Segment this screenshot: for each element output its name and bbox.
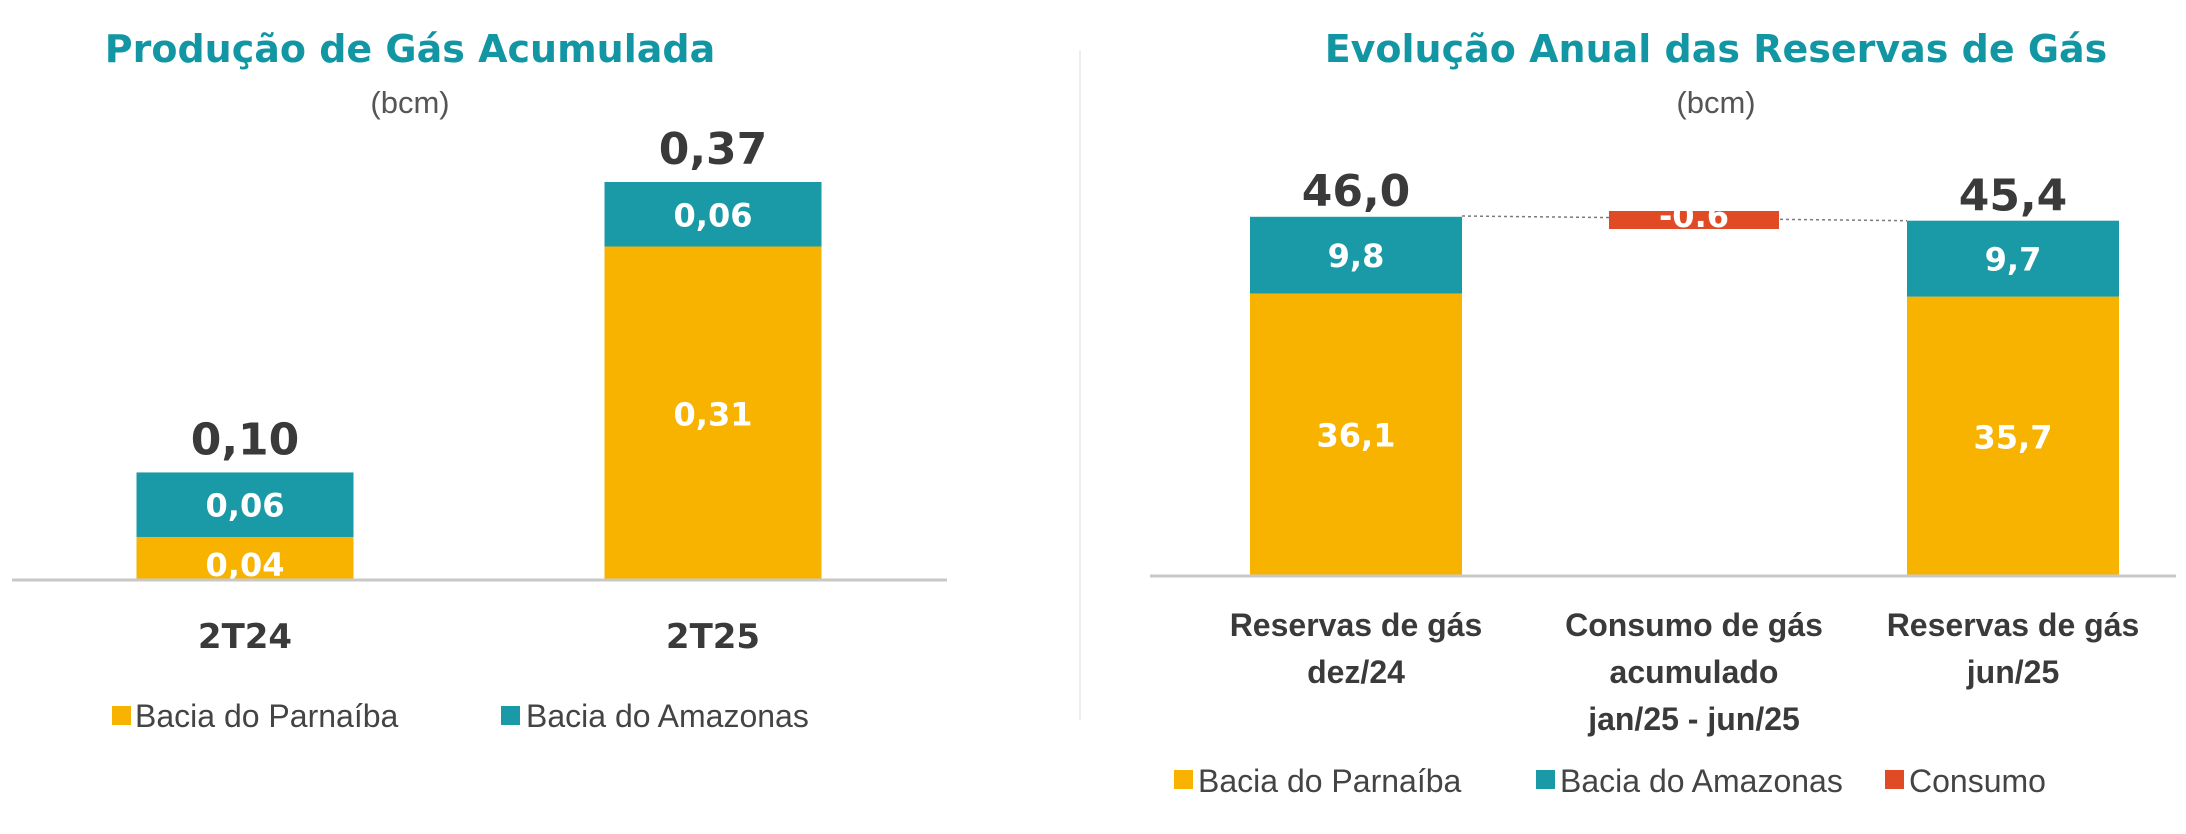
category-label: 2T24 bbox=[198, 617, 292, 657]
category-label: acumulado bbox=[1610, 654, 1779, 690]
consumo-bar bbox=[1609, 211, 1779, 229]
data-label: 36,1 bbox=[1317, 417, 1396, 455]
right-legend: Bacia do Parnaíba Bacia do Amazonas Cons… bbox=[1174, 763, 2046, 799]
total-label: 0,10 bbox=[191, 414, 300, 465]
right-chart-categories: Reservas de gás dez/24 Consumo de gás acumu… bbox=[1230, 607, 2140, 737]
total-label: 45,4 bbox=[1959, 171, 2068, 222]
category-label: Consumo de gás bbox=[1565, 607, 1823, 643]
bar-segment bbox=[1907, 220, 2119, 297]
bar-segment bbox=[604, 246, 822, 581]
legend-swatch-amazonas bbox=[501, 706, 520, 725]
left-chart-unit: (bcm) bbox=[370, 85, 449, 120]
legend-label-amazonas: Bacia do Amazonas bbox=[1560, 763, 1843, 799]
bar-segment bbox=[1250, 293, 1462, 576]
bar-segment bbox=[604, 182, 822, 247]
legend-swatch-consumo bbox=[1885, 770, 1904, 789]
right-chart-marks: 36,1 9,8 46,0 35,7 9,7 45,4 -0.6 bbox=[1250, 166, 2119, 576]
bar-segment bbox=[136, 472, 354, 537]
category-label: jun/25 bbox=[1966, 654, 2059, 690]
category-label: jan/25 - jun/25 bbox=[1587, 701, 1800, 737]
bar-segment bbox=[1250, 216, 1462, 294]
legend-label-parnaiba: Bacia do Parnaíba bbox=[135, 698, 399, 734]
data-label: 35,7 bbox=[1974, 418, 2053, 456]
left-chart-title: Produção de Gás Acumulada bbox=[105, 27, 716, 71]
left-chart-categories: 2T24 2T25 bbox=[198, 617, 760, 657]
legend-swatch-amazonas bbox=[1536, 770, 1555, 789]
data-label: 0,04 bbox=[206, 546, 285, 584]
bar-segment bbox=[1907, 296, 2119, 576]
data-label: 0,06 bbox=[674, 196, 753, 234]
legend-swatch-parnaiba bbox=[112, 706, 131, 725]
bar-segment bbox=[136, 536, 354, 580]
category-label: 2T25 bbox=[666, 617, 760, 657]
left-chart-marks: 0,04 0,06 0,10 0,31 0,06 0,37 bbox=[136, 124, 822, 584]
data-label: -0.6 bbox=[1659, 197, 1729, 235]
data-label: 0,06 bbox=[206, 487, 285, 525]
left-legend: Bacia do Parnaíba Bacia do Amazonas bbox=[112, 698, 809, 734]
right-chart-unit: (bcm) bbox=[1676, 85, 1755, 120]
legend-label-consumo: Consumo bbox=[1909, 763, 2046, 799]
right-chart-title: Evolução Anual das Reservas de Gás bbox=[1325, 27, 2108, 71]
left-chart: Produção de Gás Acumulada (bcm) 0,04 0,06… bbox=[12, 27, 947, 734]
category-label: Reservas de gás bbox=[1887, 607, 2140, 643]
category-label: Reservas de gás bbox=[1230, 607, 1483, 643]
total-label: 0,37 bbox=[659, 124, 768, 175]
legend-label-parnaiba: Bacia do Parnaíba bbox=[1198, 763, 1462, 799]
right-chart: Evolução Anual das Reservas de Gás (bcm)… bbox=[1150, 27, 2176, 799]
data-label: 9,8 bbox=[1328, 237, 1385, 275]
data-label: 9,7 bbox=[1985, 241, 2042, 279]
legend-swatch-parnaiba bbox=[1174, 770, 1193, 789]
data-label: 0,31 bbox=[674, 395, 753, 433]
legend-label-amazonas: Bacia do Amazonas bbox=[526, 698, 809, 734]
category-label: dez/24 bbox=[1307, 654, 1405, 690]
total-label: 46,0 bbox=[1302, 166, 1411, 217]
